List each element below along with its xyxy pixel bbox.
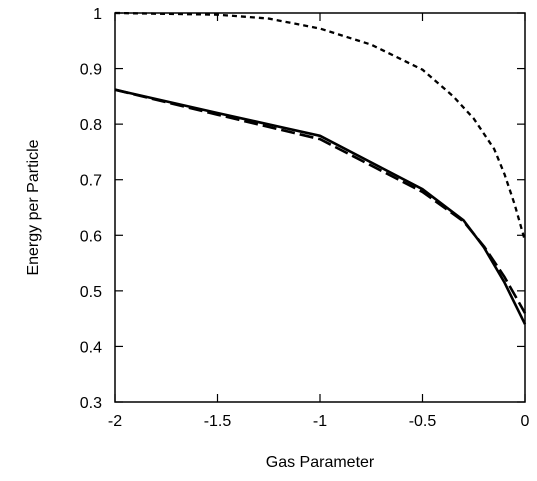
y-axis-title: Energy per Particle	[25, 139, 42, 275]
data-curves	[114, 11, 527, 325]
y-tick-label: 0.9	[80, 62, 102, 79]
y-tick-label: 0.3	[80, 395, 102, 412]
x-tick-label: 0	[521, 413, 530, 430]
y-tick-label: 0.7	[80, 173, 102, 190]
y-tick-label: 0.6	[80, 228, 102, 245]
x-tick-label: -2	[108, 413, 122, 430]
plot-frame	[114, 12, 526, 403]
series-line-1	[114, 88, 527, 325]
y-axis: 0.3 0.4 0.5 0.6 0.7 0.8 0.9 1	[80, 6, 525, 412]
series-line-2	[114, 88, 527, 314]
x-tick-label: -1.5	[204, 413, 232, 430]
y-tick-label: 0.4	[80, 339, 102, 356]
x-axis-title: Gas Parameter	[266, 454, 375, 471]
x-tick-label: -0.5	[409, 413, 437, 430]
series-line-3	[114, 11, 527, 242]
x-tick-label: -1	[313, 413, 327, 430]
y-tick-label: 1	[93, 6, 102, 23]
y-tick-label: 0.8	[80, 117, 102, 134]
x-axis: -2 -1.5 -1 -0.5 0	[108, 13, 530, 430]
y-tick-label: 0.5	[80, 284, 102, 301]
